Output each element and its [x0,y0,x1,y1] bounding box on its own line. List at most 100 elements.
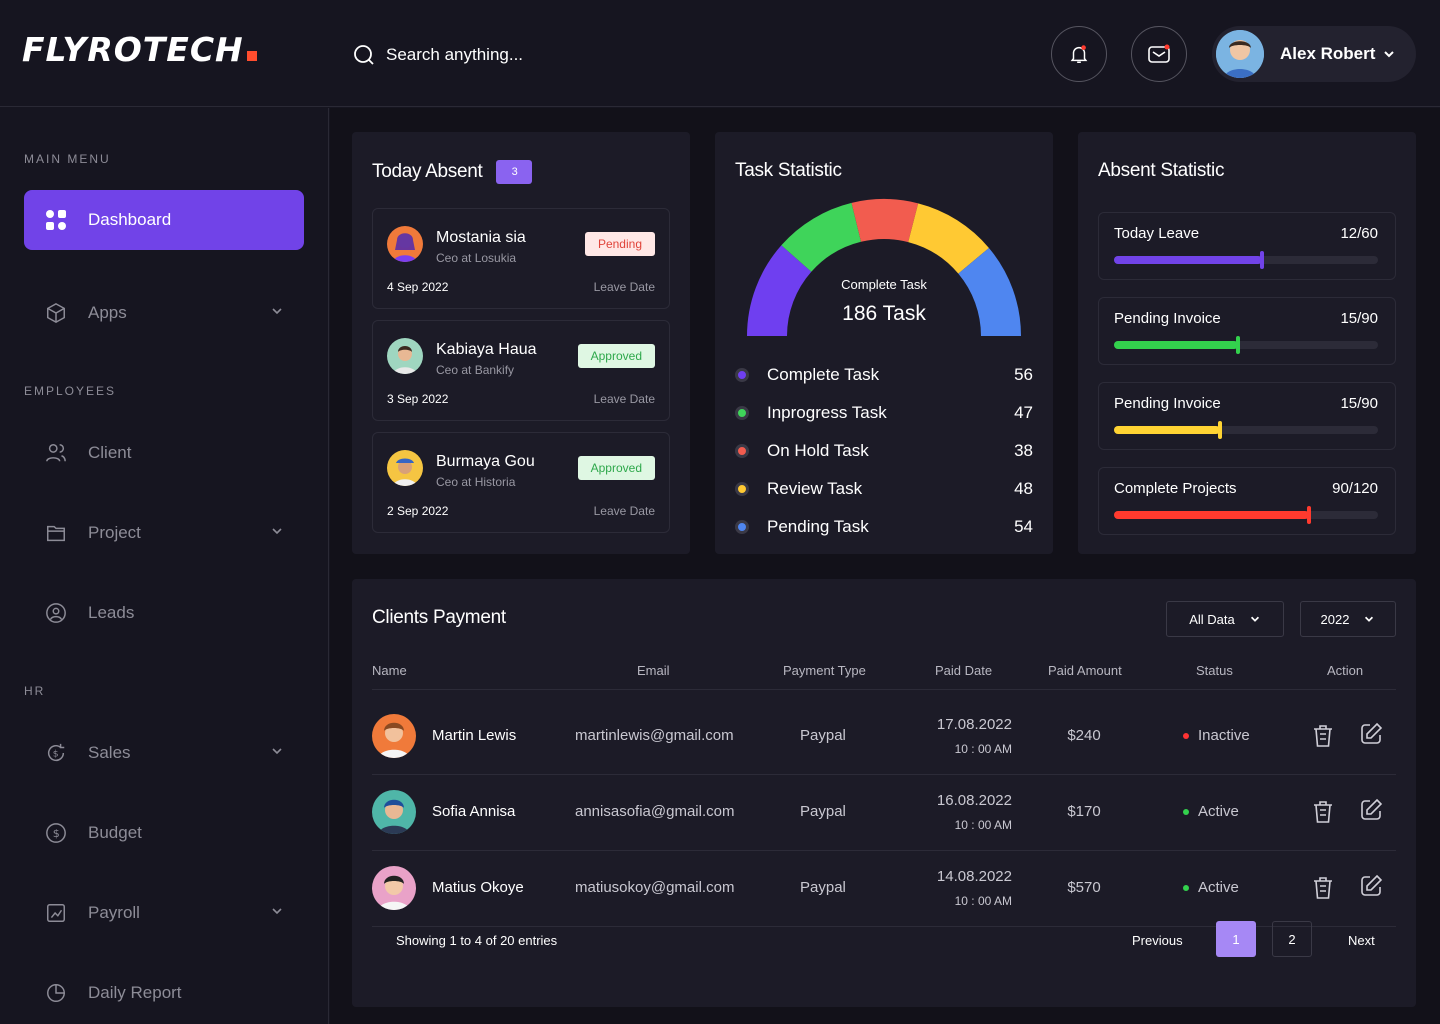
status-badge: Pending [584,232,655,256]
user-badge-icon [44,601,68,625]
sidebar-item-leads[interactable]: Leads [24,583,304,643]
dollar-refresh-icon: $ [44,741,68,765]
previous-page-button[interactable]: Previous [1132,933,1183,948]
legend-label: Review Task [767,479,863,498]
sidebar-item-label: Apps [88,303,127,322]
payment-type: Paypal [800,879,846,896]
chevron-down-icon [272,528,282,535]
sidebar-item-sales[interactable]: $ Sales [24,723,304,783]
paid-time: 10 : 00 AM [954,742,1012,756]
employee-role: Ceo at Historia [436,475,516,489]
stat-value: 15/90 [1340,310,1378,327]
user-menu[interactable]: Alex Robert [1212,26,1416,82]
data-filter-select[interactable]: All Data [1166,601,1284,637]
trash-icon[interactable] [1312,724,1334,748]
edit-icon[interactable] [1359,798,1383,822]
paid-amount: $570 [1067,879,1101,896]
column-header: Payment Type [783,663,866,678]
next-page-button[interactable]: Next [1348,933,1375,948]
select-value: All Data [1189,611,1235,627]
chevron-down-icon [1365,616,1374,622]
notification-button[interactable] [1051,26,1107,82]
progress-knob [1259,251,1264,269]
sidebar-item-client[interactable]: Client [24,423,304,483]
today-absent-card: Today Absent 3 Mostania sia Ceo at Losuki… [352,132,690,554]
mail-icon [1148,44,1170,63]
task-statistic-card: Task Statistic Complete Task 186 Task Co… [715,132,1053,554]
leave-date: 4 Sep 2022 [387,280,449,294]
status-text: Inactive [1198,727,1250,744]
absent-item[interactable]: Mostania sia Ceo at Losukia Pending 4 Se… [372,208,670,309]
legend-item: Pending Task 54 [735,515,1033,539]
legend-dot [735,444,749,458]
page-2-button[interactable]: 2 [1272,921,1312,957]
legend-dot [735,368,749,382]
payment-type: Paypal [800,803,846,820]
table-row: Matius Okoye matiusokoy@gmail.com Paypal… [372,851,1396,927]
avatar [372,866,416,910]
paid-amount: $170 [1067,803,1101,820]
column-header: Action [1327,663,1364,678]
section-main-menu: MAIN MENU [24,152,111,166]
paid-date: 14.08.2022 [936,868,1012,885]
progress-track [1114,251,1378,269]
gauge-center-label: Complete Task [841,277,927,292]
search-bar[interactable]: Search anything... [352,43,523,67]
stat-label: Pending Invoice [1114,310,1221,327]
avatar [1216,30,1264,78]
dollar-circle-icon: $ [44,821,68,845]
progress-knob [1307,506,1312,524]
sidebar-item-project[interactable]: Project [24,503,304,563]
employee-role: Ceo at Bankify [436,363,515,377]
payment-type: Paypal [800,727,846,744]
edit-icon[interactable] [1359,874,1383,898]
employee-name: Kabiaya Haua [436,341,537,358]
trash-icon[interactable] [1312,800,1334,824]
legend-label: Pending Task [767,517,869,536]
trash-icon[interactable] [1312,876,1334,900]
client-email: annisasofia@gmail.com [575,803,735,820]
column-header: Paid Amount [1048,663,1122,678]
paid-amount: $240 [1067,727,1101,744]
chevron-down-icon [1250,616,1259,622]
status-dot [1183,733,1189,739]
cube-icon [44,301,68,325]
sidebar-item-label: Sales [88,743,131,762]
absent-item[interactable]: Burmaya Gou Ceo at Historia Approved 2 S… [372,432,670,533]
divider [372,689,1396,690]
dashboard-icon [44,208,68,232]
legend-dot [735,482,749,496]
sidebar-item-apps[interactable]: Apps [24,283,304,343]
card-title: Clients Payment [372,607,506,628]
avatar [372,714,416,758]
sidebar-item-dashboard[interactable]: Dashboard [24,190,304,250]
sidebar-item-daily-report[interactable]: Daily Report [24,963,304,1023]
client-name: Sofia Annisa [432,803,516,820]
status-text: Active [1198,879,1239,896]
chevron-down-icon [1384,51,1394,58]
page-1-button[interactable]: 1 [1216,921,1256,957]
select-value: 2022 [1320,611,1350,627]
inbox-button[interactable] [1131,26,1187,82]
sidebar-item-payroll[interactable]: Payroll [24,883,304,943]
progress-track [1114,336,1378,354]
chevron-down-icon [272,748,282,755]
card-title: Today Absent 3 [372,160,533,184]
stat-label: Pending Invoice [1114,395,1221,412]
leave-date: 2 Sep 2022 [387,504,449,518]
stat-value: 90/120 [1332,480,1378,497]
status-dot [1183,809,1189,815]
search-input[interactable]: Search anything... [386,45,524,64]
sidebar: MAIN MENU Dashboard Apps EMPLOYEES Clien… [0,108,329,1024]
year-select[interactable]: 2022 [1300,601,1396,637]
legend-dot [735,406,749,420]
edit-icon[interactable] [1359,722,1383,746]
sidebar-item-label: Payroll [88,903,140,922]
legend-value: 47 [1014,403,1033,422]
absent-item[interactable]: Kabiaya Haua Ceo at Bankify Approved 3 S… [372,320,670,421]
task-gauge-chart [747,199,1021,336]
search-icon [354,45,374,65]
pie-icon [44,981,68,1005]
brand-logo[interactable]: FLYROTECH [22,30,257,69]
sidebar-item-budget[interactable]: $ Budget [24,803,304,863]
